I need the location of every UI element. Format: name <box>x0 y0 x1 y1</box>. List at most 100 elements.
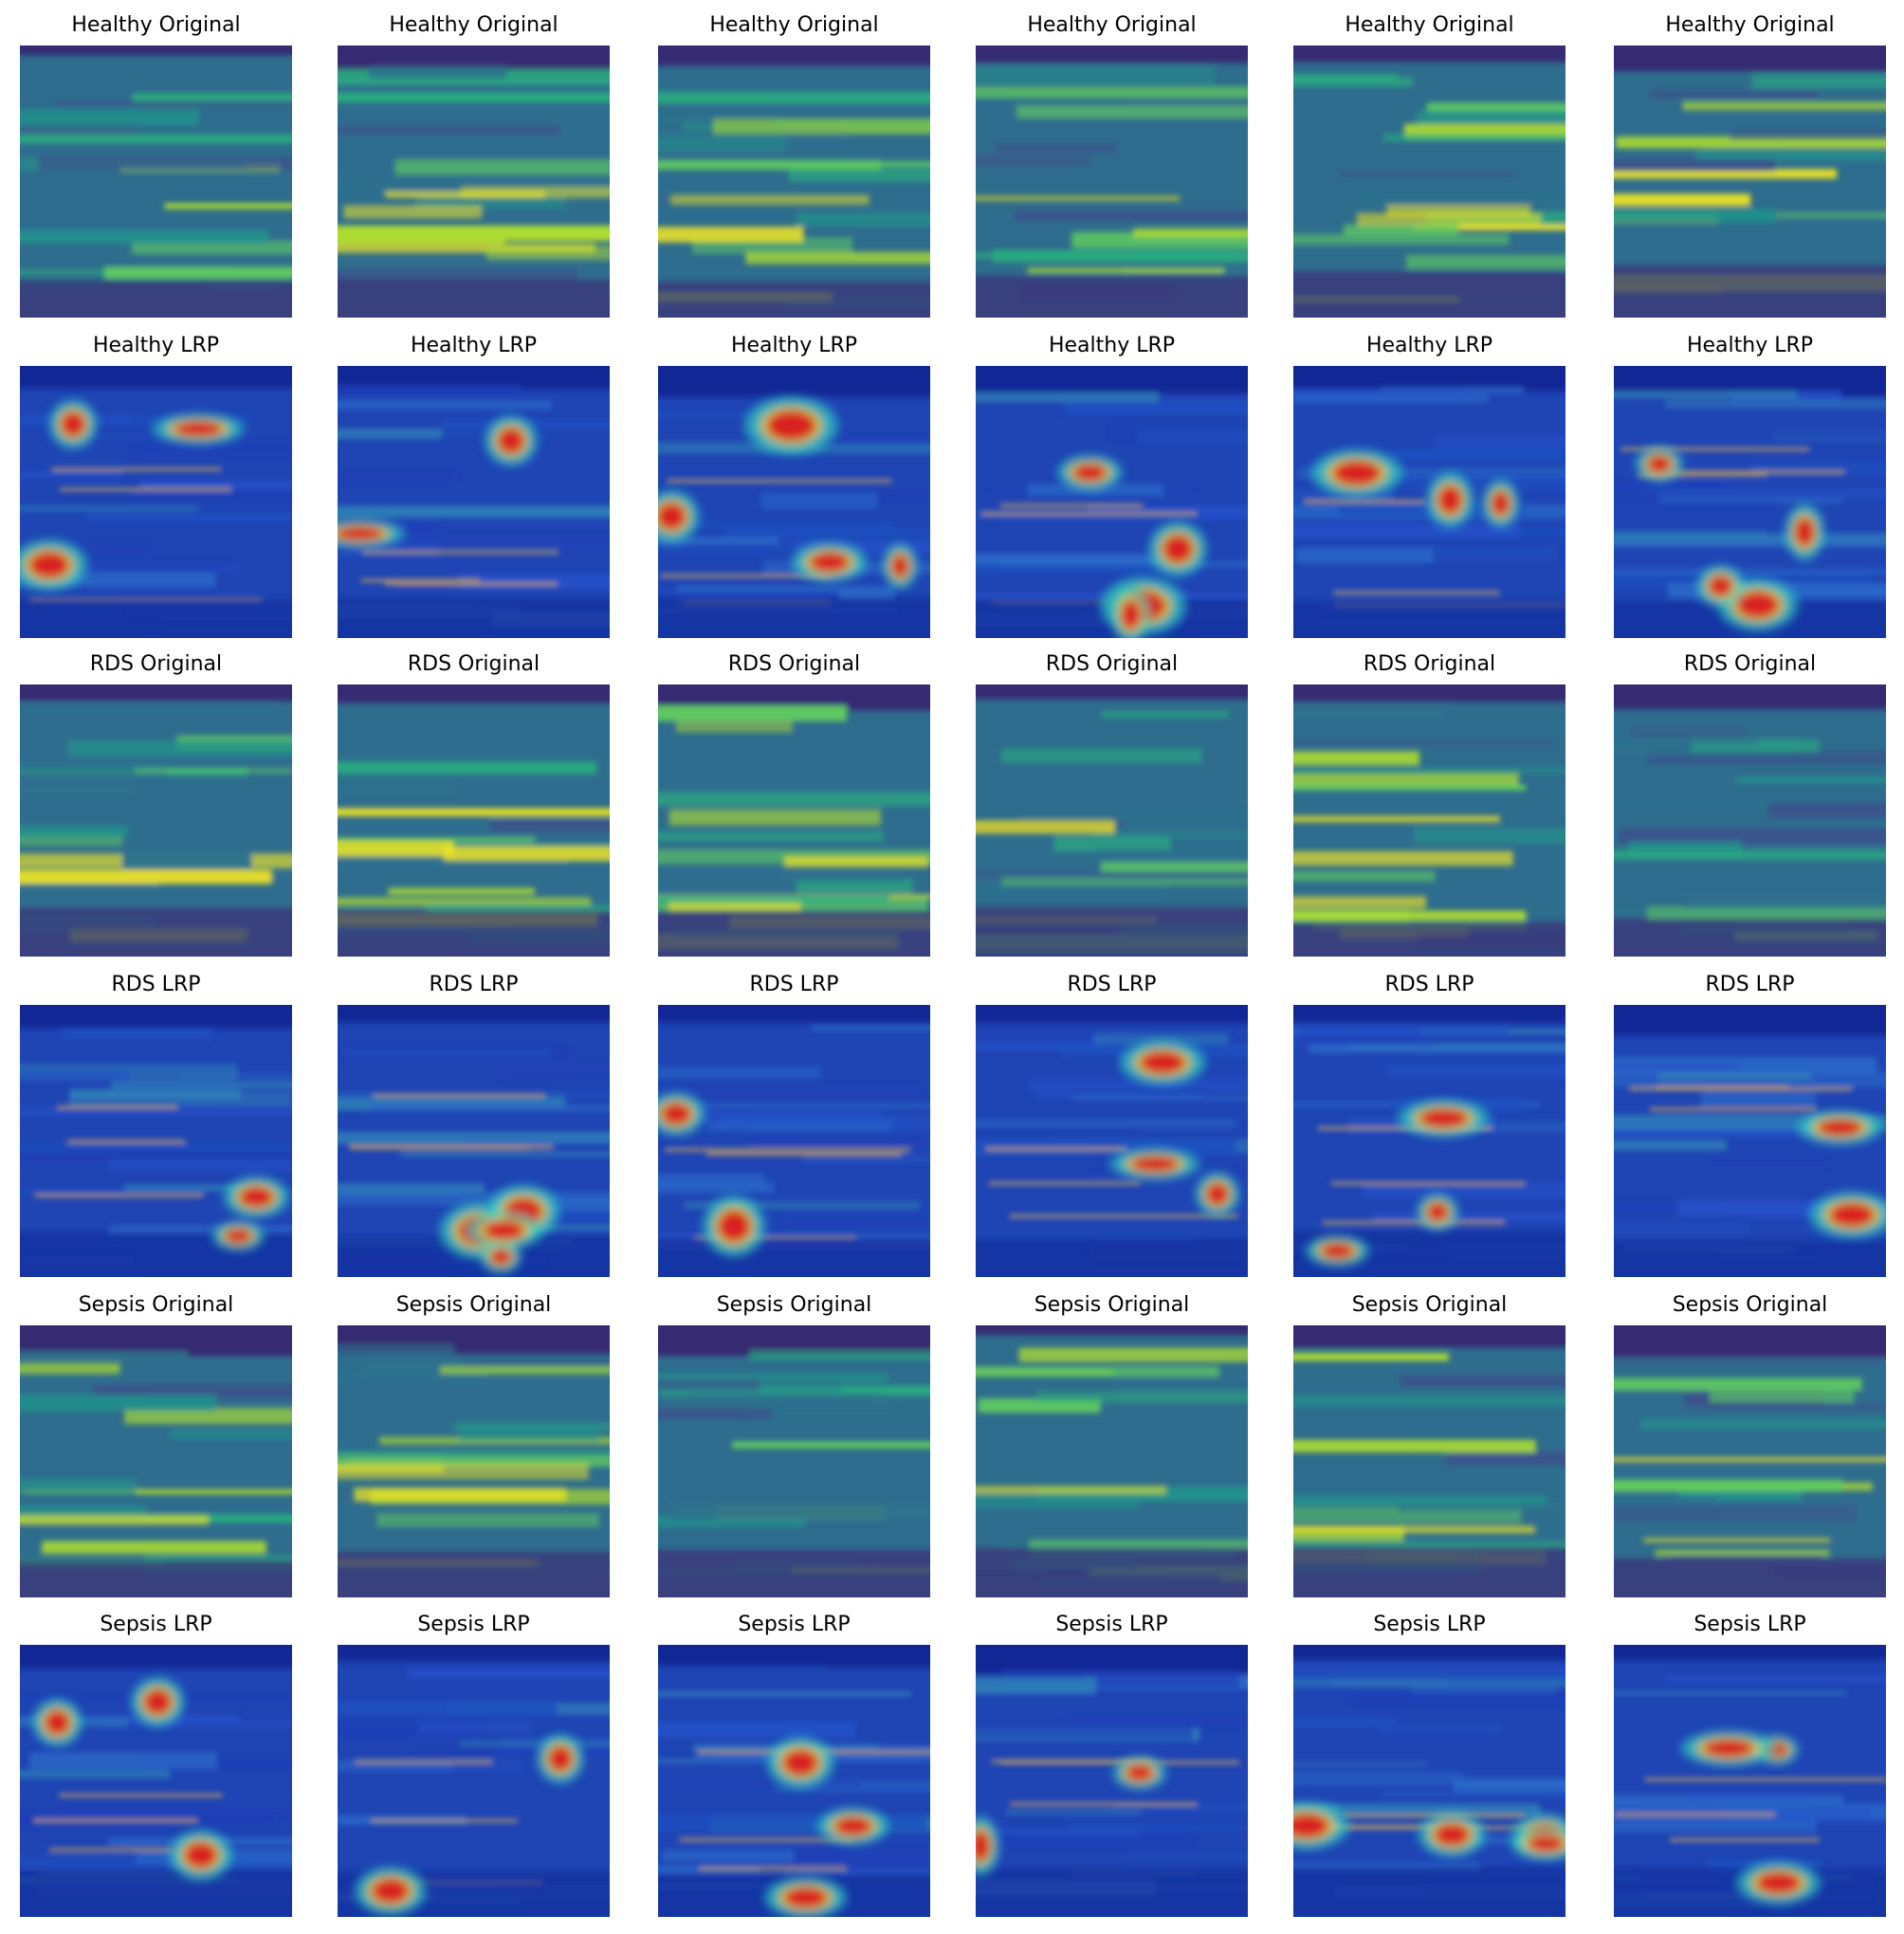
spectrogram <box>20 1325 292 1597</box>
panel-title: Sepsis LRP <box>100 1613 211 1636</box>
band <box>1411 1686 1558 1694</box>
band <box>976 684 1248 700</box>
band <box>796 212 930 227</box>
band <box>164 203 292 210</box>
panel-title: Healthy LRP <box>1049 334 1175 357</box>
band <box>20 1395 216 1412</box>
hotspot <box>224 1228 253 1245</box>
hotspots <box>32 1677 232 1880</box>
panel-title: RDS Original <box>728 652 860 676</box>
band <box>1614 1325 1886 1358</box>
band <box>485 245 610 261</box>
band <box>1614 849 1886 861</box>
band <box>20 1149 292 1161</box>
band <box>1684 892 1886 909</box>
band <box>976 275 1248 318</box>
band <box>1614 800 1793 807</box>
hotspot <box>808 551 851 574</box>
band <box>976 1234 1199 1240</box>
hotspots <box>212 1177 289 1250</box>
band <box>1296 1824 1433 1829</box>
band <box>20 1645 292 1669</box>
bands <box>20 684 292 957</box>
band <box>1708 1159 1830 1167</box>
band <box>713 119 930 135</box>
hotspot <box>782 1886 829 1909</box>
spectrogram <box>1293 366 1565 638</box>
band <box>1446 1451 1565 1466</box>
band <box>20 1870 292 1917</box>
band <box>1735 776 1886 783</box>
hotspot <box>483 1220 525 1241</box>
panel-title: Sepsis LRP <box>1373 1613 1485 1636</box>
band <box>1363 1182 1565 1199</box>
band <box>1293 921 1565 957</box>
bands <box>1293 1645 1565 1917</box>
bands <box>976 1005 1248 1277</box>
hotspot <box>1437 484 1464 516</box>
band <box>988 1181 1141 1186</box>
panel-title: Sepsis Original <box>396 1293 552 1317</box>
spectrogram <box>338 684 610 957</box>
band <box>1009 1213 1238 1218</box>
band <box>338 1463 589 1480</box>
band <box>658 136 787 153</box>
band <box>658 1005 930 1024</box>
band <box>658 1237 930 1277</box>
band <box>658 91 930 104</box>
band <box>976 1677 1096 1695</box>
band <box>338 428 443 440</box>
band <box>976 1724 1194 1741</box>
band <box>1293 1677 1565 1688</box>
band <box>338 126 560 134</box>
band <box>29 1752 217 1769</box>
band <box>338 92 610 103</box>
spectrogram <box>338 1645 610 1917</box>
band <box>338 684 610 703</box>
band <box>66 1140 186 1144</box>
band <box>1015 210 1248 222</box>
band <box>976 46 1248 64</box>
band <box>1131 100 1248 106</box>
band <box>371 1818 518 1823</box>
band <box>1293 1005 1565 1023</box>
hotspot <box>1735 590 1781 620</box>
bands <box>658 1645 930 1917</box>
band <box>991 1759 1152 1763</box>
spectrogram <box>1614 684 1886 957</box>
band <box>745 251 930 265</box>
band <box>658 159 882 171</box>
band <box>658 521 891 529</box>
band <box>1308 1044 1565 1053</box>
band <box>1293 1771 1464 1786</box>
band <box>658 895 890 903</box>
hotspot <box>1125 1763 1155 1782</box>
band <box>20 1715 239 1723</box>
band <box>460 1741 610 1746</box>
band <box>38 155 292 171</box>
band <box>86 513 292 522</box>
band <box>658 366 930 397</box>
spectrogram <box>1614 46 1886 318</box>
band <box>1434 433 1565 449</box>
band <box>1406 254 1565 269</box>
panel-title: RDS LRP <box>750 973 839 996</box>
band <box>688 1393 885 1404</box>
bands <box>338 1325 610 1597</box>
band <box>1293 1717 1396 1726</box>
band <box>1018 811 1248 819</box>
spectrogram <box>1614 1005 1886 1277</box>
band <box>1614 1240 1886 1277</box>
band <box>1293 1666 1565 1680</box>
band <box>1657 487 1886 499</box>
hotspot <box>1527 1834 1565 1853</box>
band <box>338 1551 610 1597</box>
hotspot <box>1755 1870 1803 1895</box>
band <box>20 1325 292 1357</box>
hotspot <box>1793 516 1816 548</box>
band <box>725 528 930 538</box>
band <box>684 1200 921 1210</box>
spectrogram <box>1614 366 1886 638</box>
band <box>658 46 930 66</box>
